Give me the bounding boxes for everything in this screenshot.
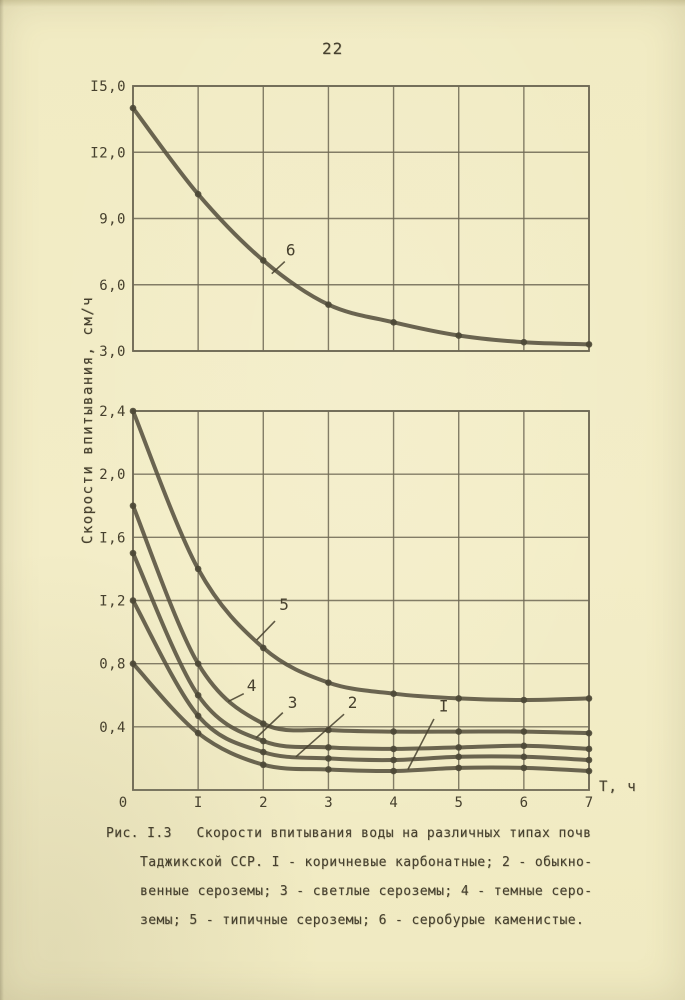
data-point-curve-2 <box>585 756 593 764</box>
data-point-curve-6 <box>455 332 463 339</box>
chart-lower: 2,4 2,0 I,6 I,2 0,8 0,4 0 I 2 3 4 5 6 7 5 4 3 2 I <box>99 404 593 811</box>
curve-leader-line-2 <box>295 713 345 758</box>
data-point-curve-5 <box>585 695 593 702</box>
y-tick-label: I,6 <box>99 530 126 546</box>
data-point-curve-6 <box>585 341 593 348</box>
data-point-curve-5 <box>259 644 267 652</box>
data-point-curve-1 <box>259 761 267 769</box>
data-point-curve-6 <box>325 301 332 308</box>
y-tick-label: 0,4 <box>99 720 126 736</box>
data-point-curve-4 <box>129 502 137 510</box>
data-point-curve-6 <box>520 338 528 346</box>
curve-leader-line-3 <box>255 712 284 739</box>
data-point-curve-1 <box>325 766 332 773</box>
y-tick-label: 2,4 <box>99 404 126 420</box>
curve-label-5: 5 <box>279 595 289 614</box>
chart-frame <box>132 85 590 352</box>
data-point-curve-3 <box>520 742 528 750</box>
data-point-curve-1 <box>520 764 528 772</box>
data-point-curve-1 <box>455 764 463 772</box>
data-point-curve-3 <box>259 737 267 745</box>
data-point-curve-1 <box>129 660 137 667</box>
data-point-curve-4 <box>194 660 202 667</box>
x-tick-label: 5 <box>454 795 462 811</box>
caption-line-3: венные сероземы; 3 - светлые сероземы; 4… <box>140 884 593 899</box>
data-point-curve-4 <box>520 728 528 735</box>
data-point-curve-5 <box>129 407 137 415</box>
data-point-curve-2 <box>129 597 137 604</box>
chart-upper: I5,0 I2,0 9,0 6,0 3,0 6 <box>90 79 593 360</box>
data-point-curve-4 <box>390 728 397 735</box>
data-point-curve-2 <box>520 753 528 761</box>
data-point-curve-3 <box>585 745 593 753</box>
x-tick-label: 6 <box>520 795 528 811</box>
curve-4 <box>131 503 591 736</box>
data-point-curve-2 <box>259 748 267 756</box>
data-point-curve-4 <box>585 729 593 737</box>
y-tick-label: I5,0 <box>90 79 126 95</box>
data-point-curve-2 <box>194 712 202 720</box>
curve-label-4: 4 <box>247 676 257 695</box>
data-point-curve-5 <box>390 690 397 697</box>
curve-leader-line-5 <box>256 620 276 641</box>
data-point-curve-2 <box>325 755 332 762</box>
data-point-curve-5 <box>194 565 202 573</box>
page-number: 22 <box>322 39 344 58</box>
curve-leader-line-1 <box>407 718 435 770</box>
data-point-curve-6 <box>194 190 202 198</box>
curve-5 <box>131 409 591 703</box>
curve-leader-line-6 <box>271 260 286 275</box>
y-tick-label: I,2 <box>99 594 126 610</box>
x-axis-label: Т, ч <box>599 779 637 795</box>
data-point-curve-3 <box>390 745 397 753</box>
y-tick-label: 6,0 <box>99 278 126 294</box>
caption-line-1: Рис. I.3 Скорости впитывания воды на раз… <box>106 826 592 841</box>
data-point-curve-1 <box>194 729 202 737</box>
data-point-curve-4 <box>325 726 332 734</box>
data-point-curve-6 <box>129 104 137 112</box>
data-point-curve-1 <box>585 767 593 775</box>
y-tick-label: 0,8 <box>99 657 126 673</box>
data-point-curve-5 <box>455 695 463 702</box>
x-tick-label: 7 <box>585 795 593 811</box>
figure-caption: Рис. I.3 Скорости впитывания воды на раз… <box>0 819 685 935</box>
x-tick-label: I <box>194 795 202 811</box>
curve-label-6: 6 <box>286 241 296 260</box>
data-point-curve-1 <box>390 767 397 775</box>
data-point-curve-5 <box>325 679 332 686</box>
curve-label-1: I <box>439 696 449 715</box>
data-point-curve-6 <box>390 318 397 326</box>
data-point-curve-6 <box>259 257 267 264</box>
data-point-curve-2 <box>390 756 397 764</box>
curve-label-2: 2 <box>348 693 358 712</box>
data-point-curve-3 <box>194 691 202 699</box>
x-tick-label: 3 <box>324 795 332 811</box>
curve-label-3: 3 <box>288 693 298 712</box>
x-tick-label: 0 <box>119 795 127 811</box>
curve-leader-line-4 <box>227 692 245 703</box>
data-point-curve-3 <box>325 744 332 751</box>
data-point-curve-4 <box>455 728 463 735</box>
y-tick-label: 9,0 <box>99 212 126 228</box>
y-tick-label: 3,0 <box>99 344 126 360</box>
caption-line-4: земы; 5 - типичные сероземы; 6 - серобур… <box>140 913 585 928</box>
y-tick-label: 2,0 <box>99 467 126 483</box>
y-tick-label: I2,0 <box>90 145 126 161</box>
curve-6 <box>131 106 591 347</box>
data-point-curve-4 <box>259 720 267 727</box>
x-tick-label: 2 <box>259 795 267 811</box>
data-point-curve-3 <box>455 744 463 751</box>
data-point-curve-5 <box>520 696 528 704</box>
x-tick-label: 4 <box>389 795 397 811</box>
caption-line-2: Таджикской ССР. I - коричневые карбонатн… <box>140 855 593 870</box>
data-point-curve-2 <box>455 753 463 761</box>
data-point-curve-3 <box>129 549 137 557</box>
